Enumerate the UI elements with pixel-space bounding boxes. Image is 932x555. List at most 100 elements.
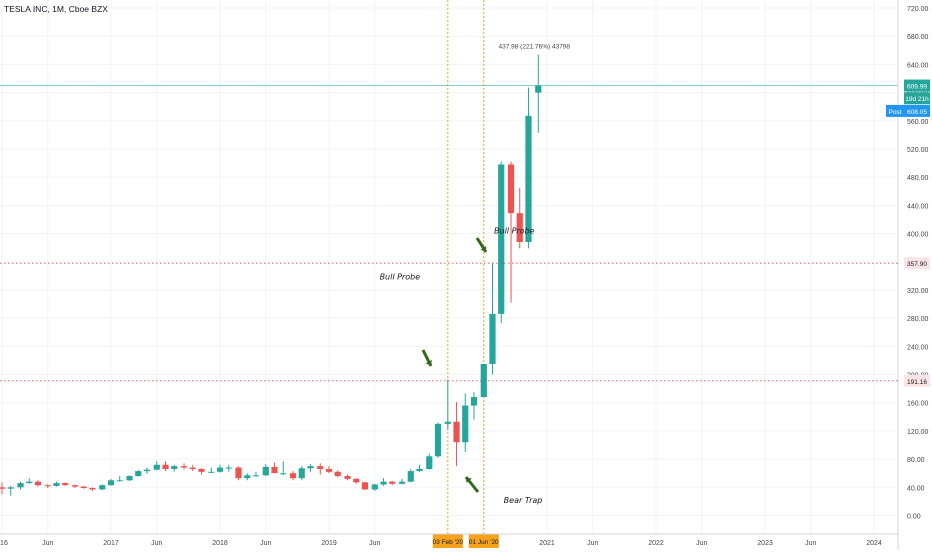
arrow-head <box>480 246 487 252</box>
y-tick-label: 240.00 <box>907 344 929 351</box>
candle-body <box>535 85 542 93</box>
y-tick-label: 160.00 <box>907 401 929 408</box>
y-tick-label: 320.00 <box>907 288 929 295</box>
post-tag-label: Post <box>888 109 901 116</box>
candle-body <box>171 466 178 469</box>
candles[interactable] <box>0 54 542 496</box>
x-tick-label: 2017 <box>103 540 119 547</box>
level-tag <box>904 257 930 270</box>
price-tag-label: 608.05 <box>907 109 927 116</box>
candle-body <box>462 405 469 443</box>
candle-body <box>334 471 341 477</box>
candle-body <box>62 483 69 486</box>
candle-body <box>198 468 205 472</box>
candle-body <box>453 421 460 443</box>
y-tick-label: 680.00 <box>907 34 929 41</box>
candle-body <box>262 466 269 476</box>
candle-body <box>416 468 423 472</box>
annotation-text: Bull Probe <box>494 227 535 236</box>
arrow-icon <box>475 237 488 253</box>
x-highlight-label: 03 Feb '20 <box>433 539 464 546</box>
candle-body <box>80 486 87 489</box>
candle-body <box>235 467 242 479</box>
x-highlight-label: 01 Jun '20 <box>469 539 499 546</box>
x-highlight-tag <box>432 534 463 548</box>
candle-body <box>361 482 369 490</box>
x-tick-label: 2021 <box>539 540 555 547</box>
candle-body <box>516 213 523 243</box>
price-tags: 609.99 19d 21h 608.05 Post 357.90 191.16 <box>886 79 930 387</box>
price-tag <box>904 104 930 117</box>
candle-body <box>89 488 96 490</box>
candle-body <box>143 469 151 472</box>
candle-body <box>126 476 133 481</box>
candle-body <box>344 476 351 479</box>
measure-label: 437.98 (221.76%) 43798 <box>498 44 570 51</box>
x-tick-label: 2022 <box>648 540 664 547</box>
x-tick-label: Jun <box>260 540 271 547</box>
candle-body <box>216 467 224 472</box>
candle-body <box>444 421 451 424</box>
candle-body <box>498 164 505 314</box>
price-tag <box>904 92 930 105</box>
arrow-head <box>466 477 472 483</box>
level-tag-label: 191.16 <box>907 379 927 386</box>
y-tick-label: 0.00 <box>907 514 921 521</box>
candle-body <box>389 481 396 484</box>
price-tag <box>904 79 930 92</box>
y-tick-label: 640.00 <box>907 62 929 69</box>
x-tick-label: Jun <box>369 540 380 547</box>
post-tag <box>886 104 904 117</box>
candle-body <box>225 467 232 469</box>
x-tick-label: 2018 <box>212 540 228 547</box>
candle-body <box>407 471 414 482</box>
candle-body <box>252 475 260 477</box>
horizontal-lines <box>0 85 898 382</box>
candle-body <box>44 485 51 487</box>
y-tick-label: 80.00 <box>907 457 925 464</box>
x-tick-label: 2023 <box>757 540 773 547</box>
x-tick-label: Jun <box>696 540 707 547</box>
x-tick-label: 2019 <box>321 540 337 547</box>
candle-body <box>380 481 387 485</box>
price-tag-label: 19d 21h <box>905 96 929 103</box>
candle-body <box>289 473 297 479</box>
candle-body <box>53 483 60 486</box>
x-tick-label: Jun <box>805 540 816 547</box>
candle-body <box>280 473 287 475</box>
x-tick-label: Jun <box>42 540 53 547</box>
candle-body <box>135 471 142 477</box>
candle-body <box>189 467 196 469</box>
price-tag-label: 609.99 <box>907 84 927 91</box>
arrow-head <box>425 360 432 366</box>
candle-body <box>480 363 487 398</box>
y-tick-label: 520.00 <box>907 147 929 154</box>
candle-body <box>244 475 251 479</box>
candle-body <box>525 115 532 243</box>
candle-body <box>7 487 14 489</box>
level-tag <box>904 374 930 387</box>
annotations: 437.98 (221.76%) 43798 Bull Probe Bull Pro… <box>380 44 571 505</box>
candle-body <box>271 466 278 474</box>
x-tick-label: 016 <box>0 540 8 547</box>
candle-body <box>307 466 314 469</box>
candle-body <box>0 487 6 489</box>
chart-title: TESLA INC, 1M, Cboe BZX <box>4 4 108 14</box>
annotation-text: Bull Probe <box>380 272 421 281</box>
y-tick-label: 40.00 <box>907 485 925 492</box>
y-tick-label: 120.00 <box>907 429 929 436</box>
arrow-icon <box>464 476 480 493</box>
candle-body <box>162 464 169 469</box>
candle-body <box>507 164 515 214</box>
y-tick-label: 480.00 <box>907 175 929 182</box>
x-tick-label: 2024 <box>866 540 882 547</box>
candle-body <box>116 480 123 482</box>
annotation-text: Bear Trap <box>504 496 543 505</box>
candle-body <box>180 466 188 468</box>
candle-body <box>489 313 496 364</box>
candle-body <box>371 484 378 490</box>
x-tick-label: Jun <box>587 540 598 547</box>
